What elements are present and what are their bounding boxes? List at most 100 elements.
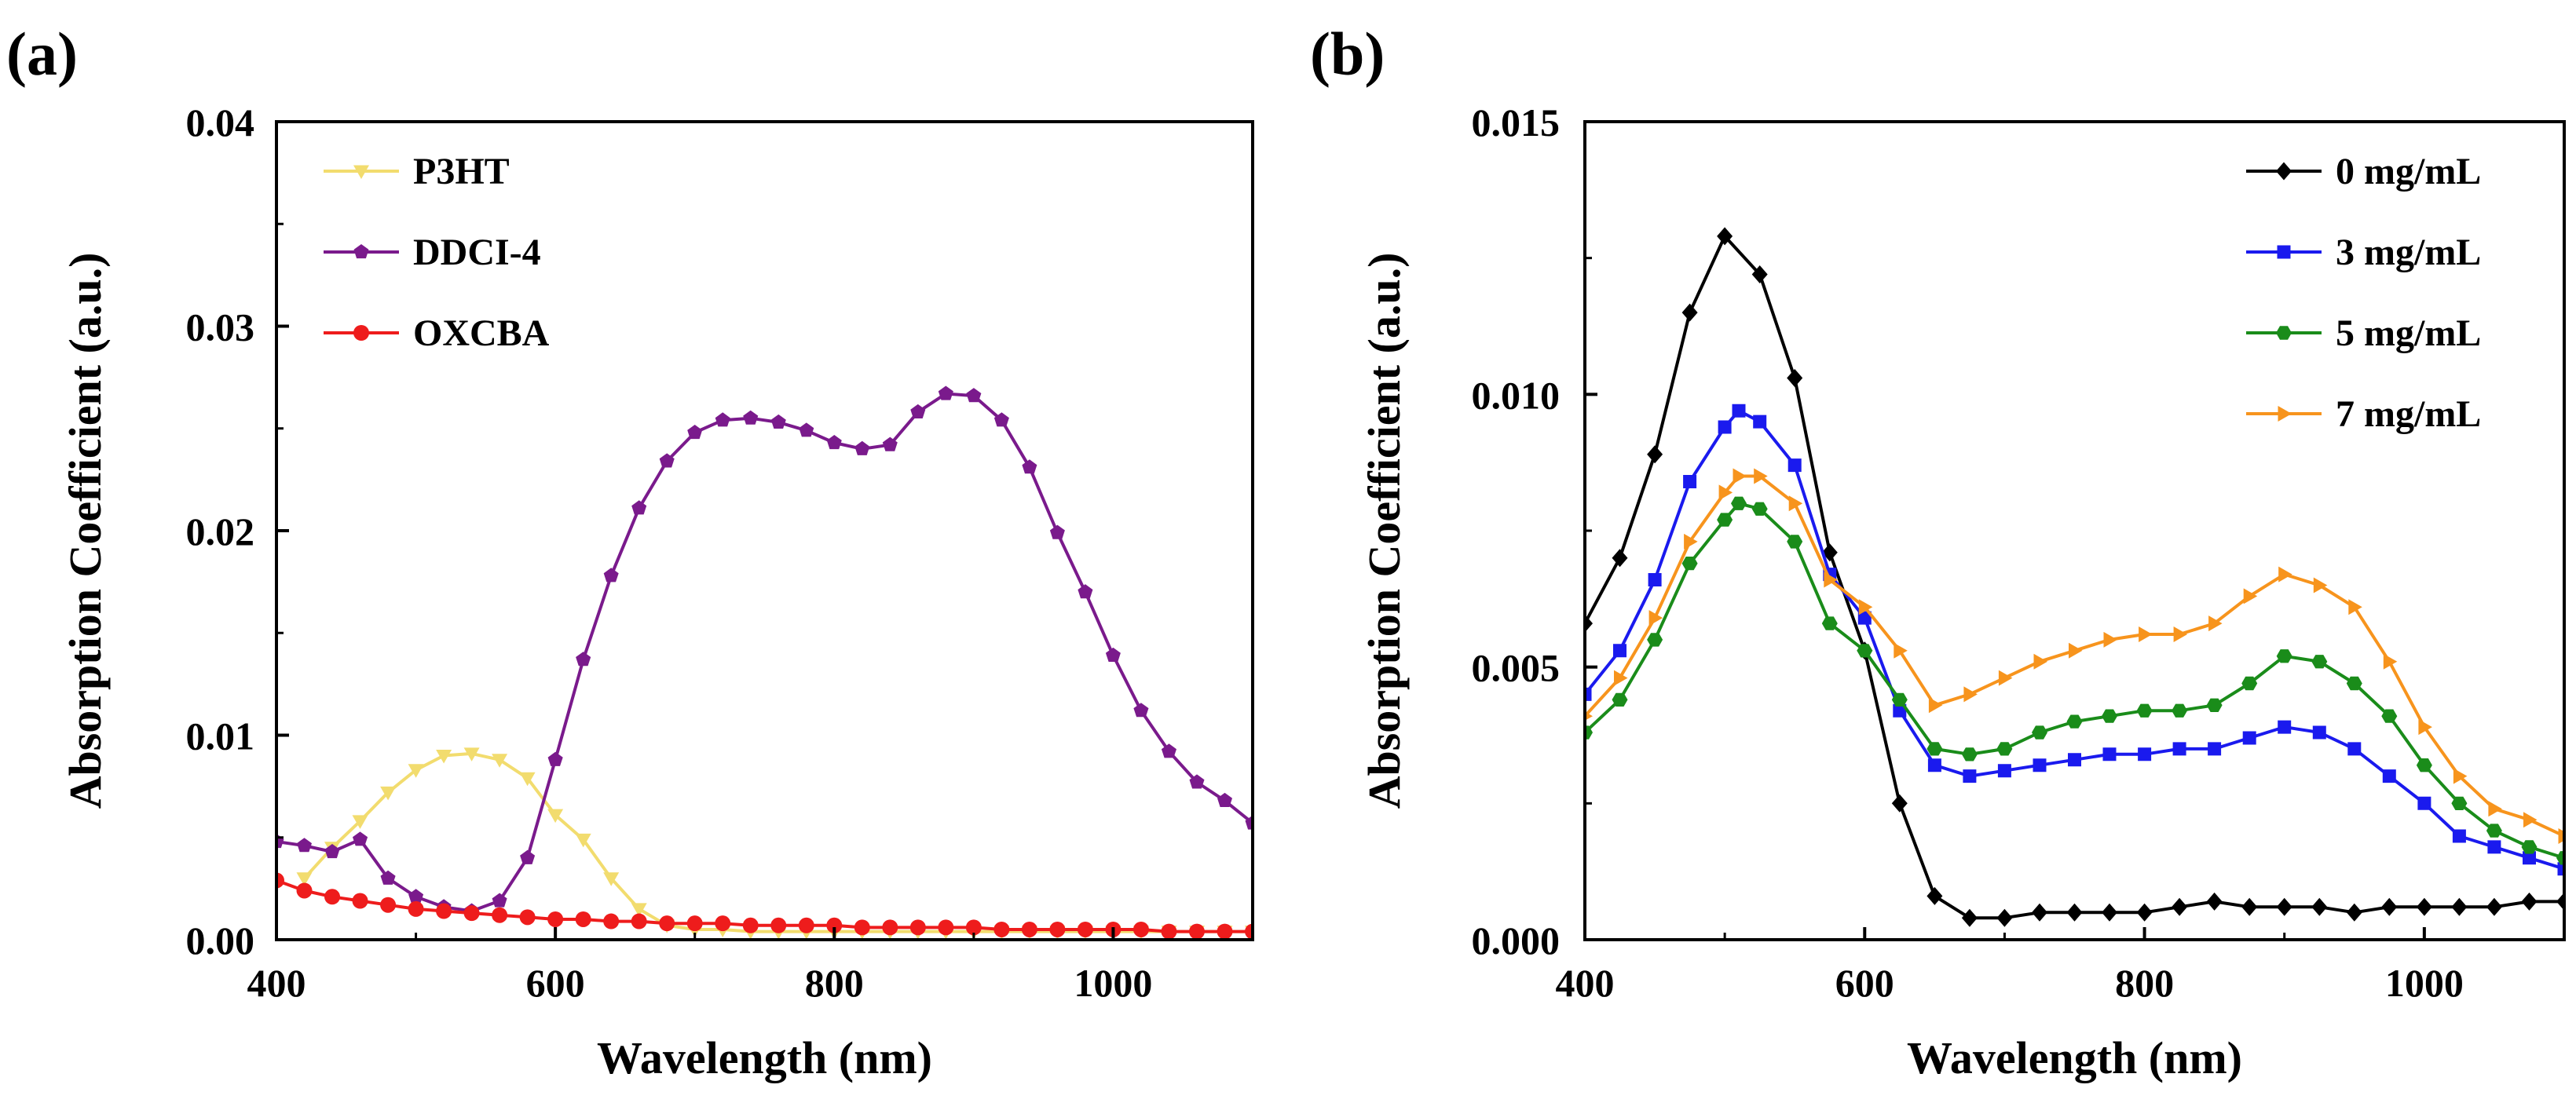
data-point	[1717, 513, 1733, 527]
data-point	[2172, 703, 2188, 718]
data-point	[436, 903, 452, 919]
data-point	[547, 751, 563, 766]
data-point	[2313, 577, 2328, 594]
data-point	[2206, 892, 2223, 911]
data-point	[854, 919, 870, 936]
series-3-mg-ml	[1585, 404, 2564, 876]
data-point	[463, 747, 480, 762]
data-point	[603, 913, 620, 930]
data-point	[659, 915, 675, 932]
data-point	[2172, 897, 2188, 916]
data-point	[408, 764, 424, 778]
series-line	[1585, 474, 2564, 838]
data-point	[575, 833, 591, 848]
data-point	[1718, 420, 1732, 434]
data-point	[1717, 227, 1733, 246]
legend-marker	[353, 165, 369, 179]
data-point	[1751, 265, 1768, 283]
data-point	[2066, 714, 2083, 729]
legend-marker	[353, 325, 369, 341]
data-point	[380, 786, 397, 801]
data-point	[1217, 792, 1232, 807]
data-point	[770, 917, 787, 933]
x-tick-label: 800	[805, 961, 864, 1005]
data-point	[2486, 897, 2502, 916]
x-tick-label: 600	[1835, 961, 1894, 1005]
legend-marker	[2276, 326, 2292, 340]
data-point	[352, 893, 368, 909]
data-point	[1683, 475, 1697, 488]
data-point	[2172, 742, 2186, 756]
data-point	[742, 917, 759, 933]
data-point	[1105, 647, 1121, 662]
data-point	[2523, 812, 2538, 828]
data-point	[1891, 692, 1908, 707]
y-tick-label: 0.03	[186, 305, 255, 349]
data-point	[910, 404, 926, 418]
data-point	[1132, 921, 1149, 937]
data-point	[1996, 742, 2013, 756]
data-point	[1585, 614, 1593, 633]
data-point	[324, 844, 340, 859]
data-point	[1647, 633, 1663, 647]
chart-panel-b: (b) 400 600 800 1000 0.000 0.005 0.010 0.015 Wave…	[1310, 20, 2566, 1083]
data-point	[2276, 649, 2292, 663]
data-point	[631, 903, 647, 917]
data-point	[2136, 703, 2153, 718]
data-point	[519, 772, 536, 787]
data-point	[938, 919, 954, 936]
data-point	[2033, 653, 2047, 670]
data-point	[492, 907, 508, 923]
data-point	[1585, 711, 1593, 721]
data-point	[770, 414, 786, 429]
data-point	[2206, 698, 2223, 712]
legend-label: 3 mg/mL	[2336, 232, 2481, 273]
data-point	[380, 897, 397, 913]
data-point	[1684, 533, 1698, 550]
data-point	[659, 453, 675, 468]
data-point	[966, 388, 982, 403]
legend-label: P3HT	[413, 151, 510, 192]
data-point	[1217, 923, 1233, 940]
data-point	[909, 919, 926, 936]
data-point	[492, 893, 507, 908]
series-line	[1585, 409, 2564, 871]
data-point	[1894, 642, 1908, 659]
data-point	[1751, 502, 1768, 516]
data-point	[2136, 903, 2153, 922]
y-tick-label: 0.000	[1472, 919, 1561, 962]
data-point	[686, 915, 703, 932]
data-point	[2069, 642, 2083, 659]
data-point	[1858, 599, 1873, 615]
data-point	[882, 436, 898, 451]
data-point	[2173, 626, 2188, 642]
data-point	[631, 500, 647, 515]
data-point	[2241, 676, 2258, 691]
legend-marker	[2278, 406, 2292, 422]
data-point	[492, 754, 508, 768]
data-point	[603, 872, 620, 886]
y-tick-label: 0.015	[1472, 100, 1561, 144]
data-point	[2452, 829, 2466, 843]
data-point	[519, 909, 536, 926]
data-point	[1189, 774, 1205, 789]
series-0-mg-ml	[1585, 227, 2564, 927]
legend-item: DDCI-4	[324, 232, 541, 273]
data-point	[1648, 610, 1663, 626]
data-point	[2383, 653, 2398, 670]
data-point	[2138, 747, 2152, 762]
series-line	[1585, 502, 2564, 860]
legend: 0 mg/mL 3 mg/mL 5 mg/mL 7 mg/mL	[2246, 151, 2481, 435]
data-point	[1733, 468, 1747, 484]
data-point	[1161, 743, 1176, 758]
x-tick-label: 400	[1556, 961, 1615, 1005]
data-point	[1963, 686, 1978, 703]
data-point	[547, 809, 564, 824]
data-point	[965, 919, 982, 936]
data-point	[798, 917, 814, 933]
data-point	[2382, 769, 2396, 783]
data-point	[353, 831, 368, 846]
legend-label: DDCI-4	[413, 232, 541, 273]
data-point	[2346, 676, 2362, 691]
